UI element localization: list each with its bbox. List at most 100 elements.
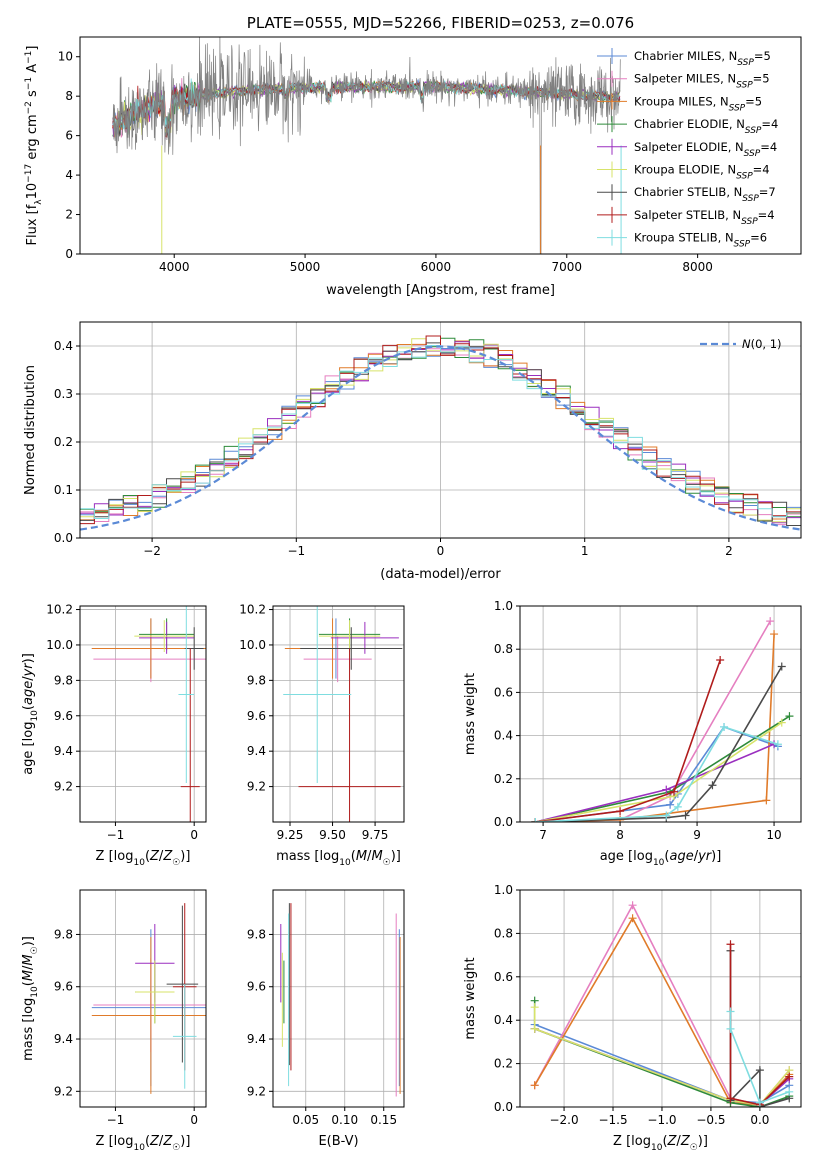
x-tick-label: 5000	[290, 260, 321, 274]
axes-frame	[272, 889, 405, 1108]
weight-marker	[530, 1024, 539, 1033]
plot-area-age_vs_mass	[283, 606, 403, 822]
weight-marker	[755, 1098, 764, 1107]
weight-marker	[673, 802, 682, 811]
normal-curve	[80, 345, 801, 531]
weight-marker	[726, 940, 735, 949]
y-tick-label: 9.6	[54, 709, 73, 723]
weight-line	[535, 721, 783, 822]
weight-marker	[531, 818, 540, 822]
y-tick-label: 6	[65, 129, 73, 143]
weight-marker	[726, 1094, 735, 1103]
weight-marker	[720, 722, 729, 731]
weight-marker	[662, 811, 671, 820]
x-axis-label: mass [log10(M/M☉)]	[276, 849, 401, 868]
legend-entry: Salpeter MILES, NSSP=5	[634, 72, 770, 91]
x-tick-label: −2	[143, 544, 161, 558]
x-tick-label: 8	[616, 828, 624, 842]
axes-frame	[519, 605, 802, 823]
y-tick-label: 0.0	[54, 531, 73, 545]
panel-mass_vs_EBV: 0.05 0.10 0.15 9.2 9.4 9.6 9.8 E(B-V)	[247, 889, 405, 1149]
x-tick-label: 0.10	[331, 1113, 358, 1127]
x-axis-label: Z [log10(Z/Z☉)]	[613, 1134, 708, 1153]
panel-mass_vs_Z: −1 0 9.2 9.4 9.6 9.8 Z [log10(Z/Z☉)] mass [log1…	[21, 889, 207, 1153]
y-tick-label: 9.4	[247, 1032, 266, 1046]
y-axis-label: mass [log10(M/M☉)]	[21, 936, 40, 1061]
y-tick-label: 9.8	[247, 927, 266, 941]
y-tick-label: 0.0	[494, 1100, 513, 1114]
y-tick-label: 2	[65, 208, 73, 222]
x-tick-label: −0.5	[696, 1113, 725, 1127]
legend-entry: Salpeter STELIB, NSSP=4	[634, 208, 775, 227]
x-tick-label: 4000	[159, 260, 190, 274]
y-tick-label: 0.2	[54, 435, 73, 449]
x-tick-label: 10	[766, 828, 781, 842]
y-tick-label: 0.8	[494, 642, 513, 656]
weight-marker	[681, 811, 690, 820]
y-tick-label: 9.8	[54, 927, 73, 941]
x-axis-label: Z [log10(Z/Z☉)]	[96, 849, 191, 868]
x-tick-label: 0	[190, 828, 198, 842]
x-tick-label: 9.50	[319, 828, 346, 842]
legend-entry: Kroupa STELIB, NSSP=6	[634, 231, 767, 250]
legend-entry: N(0, 1)	[742, 337, 782, 351]
y-tick-label: 9.6	[54, 980, 73, 994]
weight-line	[535, 634, 775, 822]
weight-marker	[726, 1024, 735, 1033]
y-axis-label: mass weight	[463, 673, 478, 755]
y-tick-label: 9.4	[54, 744, 73, 758]
x-tick-label: 7000	[551, 260, 582, 274]
plot-area-spectrum	[112, 37, 622, 254]
x-tick-label: 6000	[421, 260, 452, 274]
weight-marker	[662, 785, 671, 794]
x-tick-label: −1	[287, 544, 305, 558]
plot-area-mass_vs_Z	[91, 903, 206, 1094]
legend-entry: Salpeter ELODIE, NSSP=4	[634, 140, 777, 159]
weight-marker	[785, 1072, 794, 1081]
panel-age_vs_Z: −1 0 9.2 9.4 9.6 9.8 10.0 10.2 Z [log10(Z/Z☉)] ag…	[21, 603, 207, 868]
chart-title: PLATE=0555, MJD=52266, FIBERID=0253, z=0…	[247, 14, 634, 32]
weight-marker	[770, 630, 779, 639]
weight-marker	[716, 656, 725, 664]
y-tick-label: 10.2	[239, 603, 266, 617]
weight-marker	[762, 796, 771, 805]
axes-frame	[79, 36, 802, 255]
weight-marker	[616, 807, 625, 816]
weight-marker	[628, 901, 637, 910]
axes-frame	[79, 605, 207, 823]
y-tick-label: 0.6	[494, 970, 513, 984]
plot-area-age_vs_Z	[91, 606, 206, 822]
weight-marker	[755, 1066, 764, 1075]
panel-residuals: −2 −1 0 1 2 0.0 0.1 0.2 0.3 0.4 (data-model)/error…	[23, 321, 802, 582]
plot-area-weight_vs_Z	[530, 901, 794, 1107]
y-tick-label: 9.8	[247, 673, 266, 687]
panel-weight_vs_age: 7 8 9 10 0.0 0.2 0.4 0.6 0.8 1.0 age [log10(age/yr…	[463, 599, 802, 868]
y-tick-label: 1.0	[494, 599, 513, 613]
x-tick-label: −1.0	[647, 1113, 676, 1127]
y-tick-label: 10.0	[46, 638, 73, 652]
weight-line	[535, 726, 779, 822]
axes-frame	[519, 889, 802, 1108]
weight-marker	[530, 1003, 539, 1012]
weight-marker	[773, 740, 782, 749]
weight-marker	[777, 718, 786, 727]
weight-line	[535, 726, 779, 822]
weight-marker	[726, 1007, 735, 1016]
x-tick-label: 9.75	[362, 828, 389, 842]
residual-histogram	[80, 345, 801, 519]
y-tick-label: 10.0	[239, 638, 266, 652]
y-tick-label: 9.2	[54, 780, 73, 794]
panel-weight_vs_Z: −2.0 −1.5 −1.0 −0.5 0.0 0.0 0.2 0.4 0.6 0.8 1.0 Z […	[463, 883, 802, 1153]
x-tick-label: −1	[107, 1113, 125, 1127]
y-axis-label: mass weight	[463, 957, 478, 1039]
plot-area-mass_vs_EBV	[280, 903, 401, 1097]
y-tick-label: 0.2	[494, 1057, 513, 1071]
panel-spectrum: 4000 5000 6000 7000 8000 0 2 4 6 8 10 PLATE=0555, M…	[24, 14, 802, 298]
x-axis-label: age [log10(age/yr)]	[600, 849, 722, 868]
weight-marker	[766, 617, 775, 626]
y-tick-label: 0.4	[494, 729, 513, 743]
x-axis-label: (data-model)/error	[380, 567, 501, 582]
x-tick-label: 0.0	[750, 1113, 769, 1127]
x-axis-label: Z [log10(Z/Z☉)]	[96, 1134, 191, 1153]
y-tick-label: 9.2	[54, 1084, 73, 1098]
